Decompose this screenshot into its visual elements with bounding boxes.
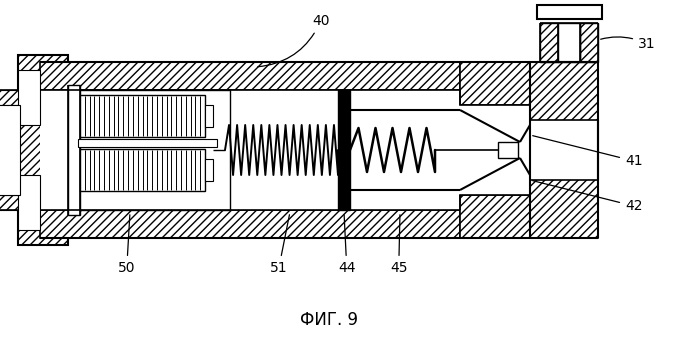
Bar — [530, 62, 598, 238]
Bar — [18, 70, 40, 125]
Text: 51: 51 — [270, 215, 289, 275]
Bar — [40, 90, 460, 210]
Text: 41: 41 — [533, 136, 642, 168]
Text: 50: 50 — [118, 215, 136, 275]
Bar — [18, 175, 40, 230]
Bar — [498, 142, 518, 158]
Bar — [18, 55, 68, 245]
Text: 45: 45 — [390, 215, 408, 275]
Bar — [0, 195, 20, 210]
Bar — [558, 23, 580, 62]
Bar — [80, 149, 205, 191]
Text: ФИГ. 9: ФИГ. 9 — [301, 311, 359, 329]
Bar — [460, 105, 530, 195]
Bar — [0, 90, 20, 105]
Bar — [460, 62, 530, 105]
Bar — [205, 159, 213, 181]
Text: 44: 44 — [338, 215, 356, 275]
Bar — [68, 85, 80, 215]
Bar — [537, 5, 602, 19]
Bar — [540, 23, 558, 62]
Bar — [80, 95, 205, 137]
Text: 40: 40 — [258, 14, 329, 67]
Bar — [0, 105, 20, 195]
Bar — [338, 90, 350, 210]
Bar — [72, 90, 230, 210]
Bar — [460, 195, 530, 238]
Bar — [78, 139, 217, 147]
Text: 31: 31 — [600, 37, 656, 51]
Bar — [40, 62, 460, 90]
Text: 42: 42 — [533, 181, 642, 213]
Bar — [580, 23, 598, 62]
Bar — [530, 120, 598, 180]
Bar — [40, 210, 460, 238]
Bar — [205, 105, 213, 127]
